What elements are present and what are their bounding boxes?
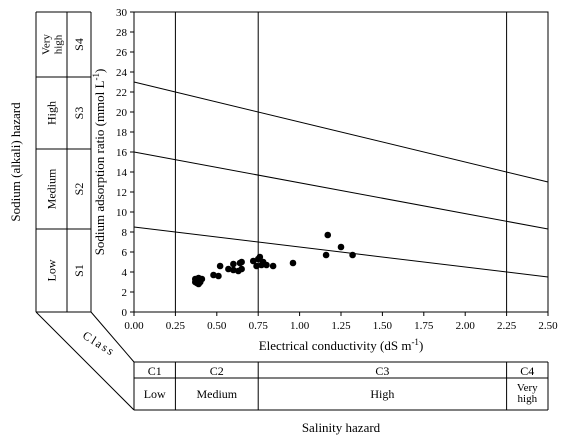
salinity-class-code: C1 <box>148 364 162 378</box>
y-tick-label: 26 <box>116 47 128 59</box>
x-tick-label: 1.50 <box>373 320 393 332</box>
connector-outer <box>35 311 135 411</box>
x-tick-label: 0.25 <box>166 320 186 332</box>
data-point <box>269 262 277 270</box>
data-point <box>324 231 332 239</box>
data-point <box>256 253 264 261</box>
sodium-boundary-line <box>133 81 549 183</box>
plot-border <box>133 11 549 313</box>
connector-inner <box>90 311 135 363</box>
salinity-class-code: C2 <box>210 364 224 378</box>
data-point <box>289 259 297 267</box>
x-tick-label: 2.25 <box>497 320 517 332</box>
salinity-class-label: Very high <box>517 382 538 405</box>
y-tick-label: 14 <box>116 167 128 179</box>
data-point <box>349 251 356 259</box>
data-point <box>210 271 217 279</box>
sodium-class-label: High <box>45 101 59 125</box>
y-tick-label: 8 <box>122 227 128 239</box>
sodium-class-label: Medium <box>45 168 59 209</box>
salinity-class-label: Medium <box>196 387 237 401</box>
y-tick-label: 30 <box>116 7 128 19</box>
sodium-class-code: S1 <box>72 264 86 277</box>
y-tick-label: 12 <box>116 187 127 199</box>
x-tick-label: 2.50 <box>538 320 558 332</box>
labels: 0.00 0.25 0.50 0.75 1.00 1.25 1.50 1.75 2.00 2.25… <box>8 7 558 435</box>
sodium-class-label: Veryhigh <box>41 34 65 55</box>
y-tick-label: 18 <box>116 127 128 139</box>
y-tick-label: 28 <box>116 27 128 39</box>
diagram-frame <box>35 11 549 411</box>
y-tick-label: 6 <box>122 247 128 259</box>
x-tick-label: 0.50 <box>207 320 227 332</box>
data-points <box>191 231 356 288</box>
salinity-class-code: C3 <box>375 364 389 378</box>
sodium-boundary-line <box>133 226 549 278</box>
x-tick-label: 2.00 <box>456 320 476 332</box>
data-point <box>238 265 245 273</box>
data-point <box>216 262 224 270</box>
data-point <box>215 272 222 280</box>
x-tick-label: 1.75 <box>414 320 434 332</box>
salinity-class-code: C4 <box>520 364 534 378</box>
data-point <box>225 265 232 273</box>
x-tick-label: 1.25 <box>331 320 351 332</box>
data-point <box>253 262 260 270</box>
data-point <box>337 243 345 251</box>
y-tick-label: 0 <box>122 307 128 319</box>
y-tick-label: 22 <box>116 87 127 99</box>
data-point <box>198 275 206 283</box>
sodium-class-code: S2 <box>72 183 86 196</box>
data-point <box>238 258 245 266</box>
y-tick-label: 24 <box>116 67 128 79</box>
data-point <box>191 278 199 286</box>
x-tick-label: 0.00 <box>124 320 144 332</box>
x-tick-label: 1.00 <box>290 320 310 332</box>
y-tick-label: 10 <box>116 207 128 219</box>
sodium-class-code: S4 <box>72 38 86 51</box>
x-tick-label: 0.75 <box>249 320 269 332</box>
y-axis-label: Sodium adsorption ratio (mmol L-1) <box>91 69 107 256</box>
y-tick-label: 16 <box>116 147 128 159</box>
sodium-hazard-title: Sodium (alkali) hazard <box>8 102 23 222</box>
sodium-class-label: Low <box>45 259 59 281</box>
salinity-class-label: High <box>370 387 394 401</box>
data-point <box>249 257 257 265</box>
x-axis-label: Electrical conductivity (dS m-1) <box>259 337 424 353</box>
y-tick-label: 2 <box>122 287 128 299</box>
sodium-class-code: S3 <box>72 107 86 120</box>
data-point <box>263 261 270 269</box>
data-point <box>322 251 330 259</box>
data-point <box>230 260 237 268</box>
plot-area <box>130 11 549 316</box>
salinity-class-label: Low <box>144 387 166 401</box>
y-tick-label: 20 <box>116 107 128 119</box>
sodium-boundary-line <box>133 151 549 230</box>
class-word-label: Class <box>80 328 118 359</box>
y-tick-label: 4 <box>122 267 128 279</box>
data-point <box>230 266 237 274</box>
salinity-hazard-title: Salinity hazard <box>302 420 381 435</box>
